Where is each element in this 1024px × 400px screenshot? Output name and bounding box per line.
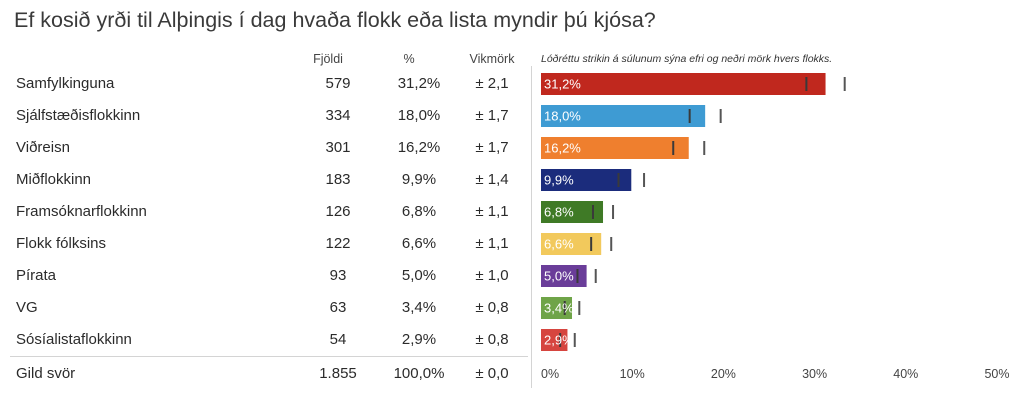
table-row: Sjálfstæðisflokkinn 334 18,0% ± 1,7 bbox=[10, 100, 528, 132]
bar-value-label: 18,0% bbox=[544, 109, 581, 124]
party-percent: 5,0% bbox=[401, 267, 437, 284]
total-row: Gild svör 1.855 100,0% ± 0,0 bbox=[10, 358, 528, 390]
x-tick-label: 10% bbox=[620, 367, 645, 381]
bar-value-label: 9,9% bbox=[544, 173, 574, 188]
party-name: Pírata bbox=[16, 267, 57, 284]
party-name: Sósíalistaflokkinn bbox=[16, 331, 132, 348]
x-tick-label: 50% bbox=[984, 367, 1009, 381]
party-percent: 6,6% bbox=[401, 235, 437, 252]
table-row: Miðflokkinn 183 9,9% ± 1,4 bbox=[10, 164, 528, 196]
table-row: VG 63 3,4% ± 0,8 bbox=[10, 292, 528, 324]
chart-title: Ef kosið yrði til Alþingis í dag hvaða f… bbox=[14, 8, 656, 32]
table-row: Viðreisn 301 16,2% ± 1,7 bbox=[10, 132, 528, 164]
table-row: Sósíalistaflokkinn 54 2,9% ± 0,8 bbox=[10, 324, 528, 356]
table-row: Framsóknarflokkinn 126 6,8% ± 1,1 bbox=[10, 196, 528, 228]
party-name: Sjálfstæðisflokkinn bbox=[16, 107, 141, 124]
party-count: 334 bbox=[325, 107, 351, 124]
party-moe: ± 0,8 bbox=[475, 299, 509, 316]
party-count: 63 bbox=[329, 299, 347, 316]
party-moe: ± 1,4 bbox=[475, 171, 509, 188]
total-separator bbox=[10, 356, 528, 357]
bar-value-label: 5,0% bbox=[544, 269, 574, 284]
table-row: Pírata 93 5,0% ± 1,0 bbox=[10, 260, 528, 292]
party-moe: ± 0,8 bbox=[475, 331, 509, 348]
total-moe: ± 0,0 bbox=[475, 365, 509, 382]
bar bbox=[541, 73, 826, 95]
party-moe: ± 1,1 bbox=[475, 203, 509, 220]
total-percent: 100,0% bbox=[393, 365, 445, 382]
header-percent: % bbox=[403, 52, 415, 66]
bar bbox=[541, 265, 587, 287]
party-count: 579 bbox=[325, 75, 351, 92]
party-name: Framsóknarflokkinn bbox=[16, 203, 147, 220]
party-count: 93 bbox=[329, 267, 347, 284]
party-moe: ± 2,1 bbox=[475, 75, 509, 92]
bar bbox=[541, 137, 689, 159]
bar-value-label: 6,6% bbox=[544, 237, 574, 252]
table-divider bbox=[531, 66, 532, 388]
party-moe: ± 1,7 bbox=[475, 107, 509, 124]
header-moe: Vikmörk bbox=[469, 52, 515, 66]
bar-value-label: 3,4% bbox=[544, 301, 574, 316]
party-name: VG bbox=[16, 299, 38, 316]
party-count: 54 bbox=[329, 331, 347, 348]
bar-value-label: 31,2% bbox=[544, 77, 581, 92]
party-name: Flokk fólksins bbox=[16, 235, 107, 252]
chart-note: Lóðréttu strikin á súlunum sýna efri og … bbox=[541, 53, 833, 65]
party-count: 126 bbox=[325, 203, 351, 220]
bar bbox=[541, 233, 602, 255]
party-count: 301 bbox=[325, 139, 351, 156]
party-name: Viðreisn bbox=[16, 139, 70, 156]
bar-value-label: 6,8% bbox=[544, 205, 574, 220]
bar bbox=[541, 169, 632, 191]
x-tick-label: 0% bbox=[541, 367, 559, 381]
table-row: Flokk fólksins 122 6,6% ± 1,1 bbox=[10, 228, 528, 260]
party-percent: 3,4% bbox=[401, 299, 437, 316]
party-moe: ± 1,1 bbox=[475, 235, 509, 252]
party-percent: 9,9% bbox=[401, 171, 437, 188]
total-label: Gild svör bbox=[16, 365, 76, 382]
bar bbox=[541, 201, 604, 223]
party-moe: ± 1,0 bbox=[475, 267, 509, 284]
party-percent: 31,2% bbox=[397, 75, 441, 92]
bar-value-label: 16,2% bbox=[544, 141, 581, 156]
party-name: Miðflokkinn bbox=[16, 171, 92, 188]
x-tick-label: 30% bbox=[802, 367, 827, 381]
table-row: Samfylkinguna 579 31,2% ± 2,1 bbox=[10, 68, 528, 100]
party-percent: 16,2% bbox=[397, 139, 441, 156]
party-percent: 18,0% bbox=[397, 107, 441, 124]
party-name: Samfylkinguna bbox=[16, 75, 115, 92]
x-tick-label: 40% bbox=[893, 367, 918, 381]
bar-value-label: 2,9% bbox=[544, 333, 574, 348]
party-count: 183 bbox=[325, 171, 351, 188]
party-moe: ± 1,7 bbox=[475, 139, 509, 156]
party-percent: 6,8% bbox=[401, 203, 437, 220]
x-tick-label: 20% bbox=[711, 367, 736, 381]
party-percent: 2,9% bbox=[401, 331, 437, 348]
header-count: Fjöldi bbox=[313, 52, 343, 66]
bar bbox=[541, 105, 706, 127]
total-count: 1.855 bbox=[319, 365, 357, 382]
party-count: 122 bbox=[325, 235, 351, 252]
